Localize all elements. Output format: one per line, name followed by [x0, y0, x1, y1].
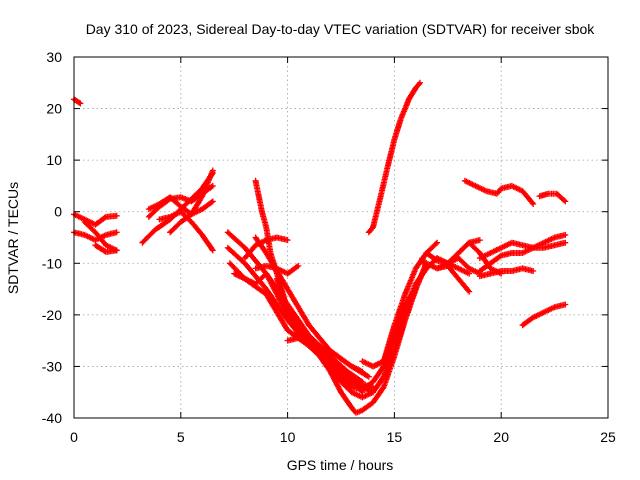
plot-frame — [73, 56, 609, 419]
series-arc-10 — [167, 167, 216, 236]
y-tick-label: 30 — [46, 49, 62, 65]
y-tick-label: -40 — [42, 410, 62, 426]
data-point-markers — [536, 190, 569, 205]
data-point-markers — [365, 79, 423, 236]
series-arc-05 — [92, 242, 120, 255]
x-tick-label: 20 — [493, 429, 509, 445]
data-point-markers — [92, 242, 120, 255]
data-point-markers — [476, 265, 537, 280]
x-axis-label: GPS time / hours — [287, 457, 394, 473]
series-arc-34 — [476, 231, 569, 274]
series-arc-31 — [455, 237, 483, 256]
series-arc-26 — [365, 79, 423, 236]
x-tick-label: 5 — [177, 429, 185, 445]
series-arc-36 — [536, 190, 569, 205]
y-tick-label: -10 — [42, 255, 62, 271]
x-tick-label: 0 — [70, 429, 78, 445]
y-axis-label: SDTVAR / TECUs — [5, 182, 21, 294]
series-arc-37 — [519, 301, 569, 329]
y-tick-label: -20 — [42, 307, 62, 323]
x-tick-label: 15 — [387, 429, 403, 445]
data-point-markers — [461, 177, 537, 207]
tick-labels: 0 5 10 15 20 25 -40 -30 -20 -10 0 10 20 30 — [42, 49, 616, 445]
data-point-markers — [455, 237, 483, 256]
y-tick-label: 0 — [54, 204, 62, 220]
data-point-markers — [519, 301, 569, 329]
y-tick-label: 20 — [46, 101, 62, 117]
y-tick-label: 10 — [46, 152, 62, 168]
chart-title: Day 310 of 2023, Sidereal Day-to-day VTE… — [86, 21, 596, 37]
y-tick-label: -30 — [42, 358, 62, 374]
data-point-markers — [476, 231, 569, 274]
series-arc-35 — [461, 177, 537, 207]
x-tick-label: 25 — [600, 429, 616, 445]
marks-layer — [71, 79, 569, 416]
x-tick-label: 10 — [280, 429, 296, 445]
series-arc-32 — [476, 265, 537, 280]
data-point-markers — [167, 167, 216, 236]
